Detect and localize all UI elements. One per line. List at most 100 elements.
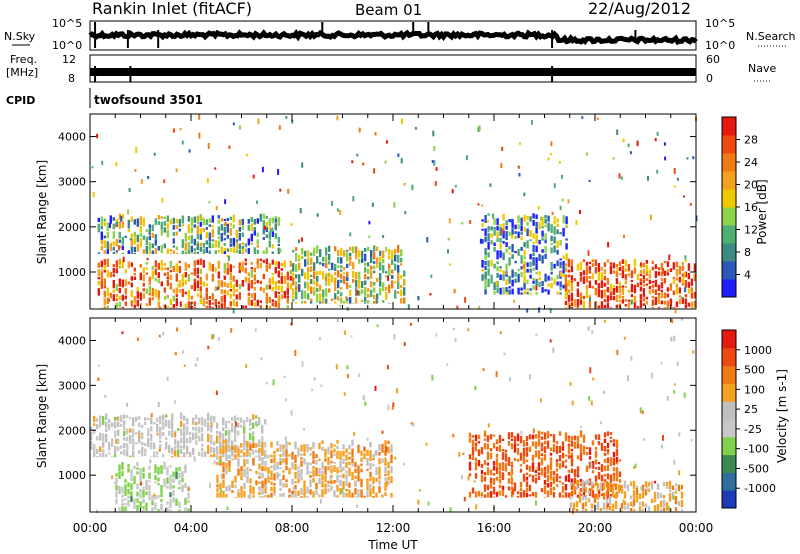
echo-cell xyxy=(104,394,107,399)
echo-cell xyxy=(256,299,259,307)
echo-cell xyxy=(609,291,613,296)
echo-cell xyxy=(174,456,177,458)
echo-cell xyxy=(540,216,542,221)
echo-cell xyxy=(127,261,130,269)
echo-cell xyxy=(390,492,393,498)
echo-cell xyxy=(517,231,520,239)
echo-cell xyxy=(639,278,643,282)
echo-cell xyxy=(432,130,435,137)
echo-cell xyxy=(369,484,372,490)
echo-cell xyxy=(190,245,193,253)
echo-cell xyxy=(205,219,208,225)
echo-cell xyxy=(394,263,397,271)
echo-cell xyxy=(553,183,556,189)
echo-cell xyxy=(615,304,619,309)
echo-cell xyxy=(225,468,228,475)
echo-cell xyxy=(537,430,541,439)
echo-cell xyxy=(142,467,145,473)
echo-cell xyxy=(532,233,535,239)
colorbar-tick-label: -25 xyxy=(744,423,762,436)
echo-cell xyxy=(609,265,613,275)
echo-cell xyxy=(579,292,583,300)
echo-cell xyxy=(237,417,240,421)
echo-cell xyxy=(328,268,331,271)
echo-cell xyxy=(477,126,480,132)
echo-cell xyxy=(576,466,580,474)
echo-cell xyxy=(307,293,310,300)
echo-cell xyxy=(156,455,159,458)
echo-cell xyxy=(585,152,588,156)
echo-cell xyxy=(525,442,529,446)
echo-cell xyxy=(621,295,625,299)
echo-cell xyxy=(166,276,169,280)
echo-cell xyxy=(400,257,403,263)
echo-cell xyxy=(247,292,250,296)
echo-cell xyxy=(307,266,310,272)
echo-cell xyxy=(608,496,612,505)
echo-cell xyxy=(235,288,238,292)
echo-cell xyxy=(605,496,609,502)
echo-cell xyxy=(279,188,282,192)
echo-cell xyxy=(237,422,240,428)
echo-cell xyxy=(621,265,625,270)
echo-cell xyxy=(490,260,493,267)
echo-cell xyxy=(556,274,559,280)
echo-cell xyxy=(311,388,314,392)
echo-cell xyxy=(474,491,478,498)
echo-cell xyxy=(561,446,565,451)
echo-cell xyxy=(564,263,568,267)
echo-cell xyxy=(576,263,580,271)
echo-cell xyxy=(567,289,571,294)
echo-cell xyxy=(609,295,613,301)
echo-cell xyxy=(352,279,355,283)
echo-cell xyxy=(687,273,691,280)
echo-cell xyxy=(538,222,541,230)
echo-cell xyxy=(673,335,676,342)
echo-cell xyxy=(508,289,511,295)
echo-cell xyxy=(224,199,227,205)
echo-cell xyxy=(354,468,357,473)
echo-cell xyxy=(608,489,612,492)
echo-cell xyxy=(127,495,130,499)
echo-cell xyxy=(196,274,199,279)
echo-cell xyxy=(342,491,345,498)
echo-cell xyxy=(237,489,240,492)
echo-cell xyxy=(210,437,213,445)
echo-cell xyxy=(373,287,376,293)
echo-cell xyxy=(283,260,286,268)
echo-cell xyxy=(660,282,664,289)
echo-cell xyxy=(608,482,612,486)
echo-cell xyxy=(262,213,265,219)
echo-cell xyxy=(480,492,484,497)
echo-cell xyxy=(587,480,591,483)
echo-cell xyxy=(501,146,504,151)
echo-cell xyxy=(540,453,544,457)
echo-cell xyxy=(97,262,100,268)
echo-cell xyxy=(127,463,130,468)
echo-cell xyxy=(523,282,526,290)
echo-cell xyxy=(313,262,316,271)
echo-cell xyxy=(609,262,613,265)
freq-ytick-top: 12 xyxy=(62,53,76,66)
echo-cell xyxy=(229,272,232,281)
echo-cell xyxy=(535,292,538,295)
echo-cell xyxy=(303,458,306,465)
echo-cell xyxy=(541,237,544,241)
echo-cell xyxy=(672,280,676,284)
echo-cell xyxy=(567,469,571,473)
echo-cell xyxy=(433,160,436,166)
echo-cell xyxy=(241,261,244,265)
echo-cell xyxy=(199,291,202,295)
echo-cell xyxy=(244,305,247,309)
colorbar-tick-label: 8 xyxy=(744,246,751,259)
echo-cell xyxy=(270,454,273,458)
echo-cell xyxy=(376,246,379,252)
echo-cell xyxy=(177,455,180,458)
echo-cell xyxy=(294,454,297,463)
colorbar-tick-label: 100 xyxy=(744,383,765,396)
echo-cell xyxy=(102,433,105,442)
echo-cell xyxy=(369,441,372,448)
echo-cell xyxy=(487,268,490,276)
echo-cell xyxy=(632,509,636,512)
colorbar-segment xyxy=(722,207,736,226)
